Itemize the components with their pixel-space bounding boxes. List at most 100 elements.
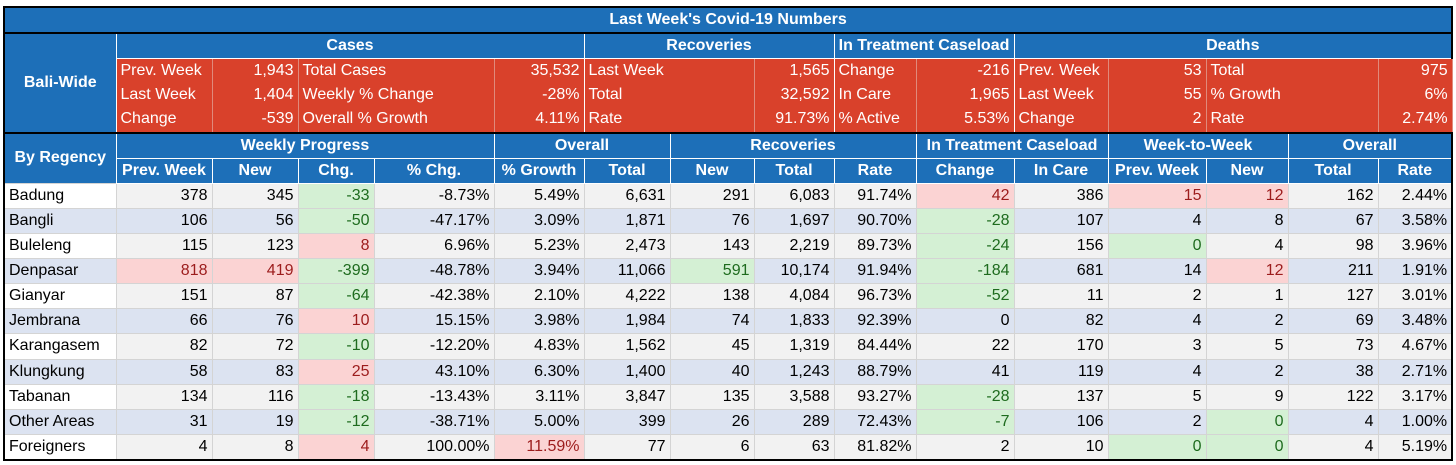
table-cell: 156	[1013, 232, 1109, 260]
table-cell: 1,871	[583, 207, 671, 234]
group-regency-treatment: In Treatment Caseload	[915, 131, 1109, 159]
table-cell: 5.00%	[493, 408, 585, 435]
cases-value-last-week: 1,404	[212, 83, 299, 108]
table-cell: 3,847	[583, 383, 671, 410]
table-cell: 2	[1107, 408, 1207, 435]
table-cell: 56	[211, 207, 299, 234]
table-cell: 1,319	[753, 333, 835, 360]
table-cell: 82	[1013, 308, 1109, 335]
table-cell: 45	[669, 333, 755, 360]
table-cell: 100.00%	[373, 433, 495, 461]
table-cell: 0	[915, 308, 1015, 335]
table-title: Last Week's Covid-19 Numbers	[2, 5, 1454, 35]
regency-name: Foreigners	[3, 433, 117, 461]
col-treatment-change: Change	[915, 157, 1015, 184]
table-cell: 15	[1107, 182, 1207, 209]
table-cell: 2.10%	[493, 283, 585, 310]
treatment-value-change: -216	[916, 58, 1015, 84]
group-deaths: Deaths	[1013, 32, 1454, 60]
col-pct-growth: % Growth	[493, 157, 585, 184]
covid-table: Last Week's Covid-19 Numbers Bali-Wide C…	[2, 5, 1454, 461]
recoveries-label-total: Total	[584, 83, 755, 108]
table-cell: 1,697	[753, 207, 835, 234]
col-treatment-in-care: In Care	[1013, 157, 1109, 184]
table-row: Tabanan 134 116 -18 -13.43% 3.11% 3,847 135 3,58…	[3, 383, 1454, 410]
table-row: Jembrana 66 76 10 15.15% 3.98% 1,984 74 1,833 92.…	[3, 308, 1454, 335]
group-week-to-week: Week-to-Week	[1107, 131, 1289, 159]
treatment-value-active: 5.53%	[916, 107, 1015, 133]
table-cell: 6.96%	[373, 232, 495, 260]
table-cell: 2,473	[583, 232, 671, 260]
table-cell: 4,084	[753, 283, 835, 310]
table-cell: 10	[1013, 433, 1109, 461]
regency-name: Buleleng	[3, 232, 117, 260]
table-cell: 2	[1205, 358, 1289, 385]
table-cell: 72.43%	[833, 408, 917, 435]
table-cell: 69	[1287, 308, 1379, 335]
table-cell: 6	[669, 433, 755, 461]
table-cell: -28	[915, 207, 1015, 234]
table-cell: 134	[115, 383, 213, 410]
treatment-label-in-care: In Care	[834, 83, 917, 108]
table-cell: 1,243	[753, 358, 835, 385]
table-cell: -13.43%	[373, 383, 495, 410]
regency-name: Jembrana	[3, 308, 117, 335]
group-in-treatment: In Treatment Caseload	[833, 32, 1015, 60]
table-cell: 3.17%	[1377, 383, 1454, 410]
table-cell: 1,833	[753, 308, 835, 335]
table-cell: 291	[669, 182, 755, 209]
table-cell: -184	[915, 258, 1015, 285]
table-cell: 3.98%	[493, 308, 585, 335]
table-cell: 84.44%	[833, 333, 917, 360]
table-cell: 90.70%	[833, 207, 917, 234]
table-cell: 119	[1013, 358, 1109, 385]
table-cell: 87	[211, 283, 299, 310]
table-cell: 73	[1287, 333, 1379, 360]
table-cell: 3.09%	[493, 207, 585, 234]
table-cell: 88.79%	[833, 358, 917, 385]
table-cell: 4	[1107, 358, 1207, 385]
deaths-value-change: 2	[1108, 107, 1207, 133]
table-cell: -47.17%	[373, 207, 495, 234]
table-cell: 1.91%	[1377, 258, 1454, 285]
group-overall-deaths: Overall	[1287, 131, 1454, 159]
col-recoveries-total: Total	[753, 157, 835, 184]
table-row: Bangli 106 56 -50 -47.17% 3.09% 1,871 76 1,697 90…	[3, 207, 1454, 234]
col-new: New	[211, 157, 299, 184]
bali-wide-row-2: Last Week 1,404 Weekly % Change -28% Tot…	[4, 83, 1453, 108]
table-cell: 1.00%	[1377, 408, 1454, 435]
deaths-label-growth: % Growth	[1206, 83, 1379, 108]
col-total-cases: Total	[583, 157, 671, 184]
table-cell: 1,400	[583, 358, 671, 385]
cases-label-change: Change	[116, 107, 213, 133]
recoveries-label-rate: Rate	[584, 107, 755, 133]
table-cell: 4	[1287, 433, 1379, 461]
table-cell: -399	[297, 258, 375, 285]
table-cell: 5.23%	[493, 232, 585, 260]
table-cell: 123	[211, 232, 299, 260]
table-cell: 14	[1107, 258, 1207, 285]
recoveries-value-total: 32,592	[754, 83, 835, 108]
table-cell: 3.48%	[1377, 308, 1454, 335]
table-cell: -52	[915, 283, 1015, 310]
by-regency-label: By Regency	[3, 131, 117, 184]
table-cell: 6,083	[753, 182, 835, 209]
bali-wide-row-3: Change -539 Overall % Growth 4.11% Rate …	[4, 107, 1453, 133]
regency-name: Gianyar	[3, 283, 117, 310]
table-cell: 138	[669, 283, 755, 310]
col-deaths-rate: Rate	[1377, 157, 1454, 184]
bali-wide-row-1: Prev. Week 1,943 Total Cases 35,532 Last…	[4, 58, 1453, 84]
table-cell: 151	[115, 283, 213, 310]
table-cell: 378	[115, 182, 213, 209]
table-cell: 1,562	[583, 333, 671, 360]
table-cell: -64	[297, 283, 375, 310]
cases-value-weekly-change: -28%	[494, 83, 585, 108]
recoveries-value-rate: 91.73%	[754, 107, 835, 133]
table-cell: 4	[115, 433, 213, 461]
table-cell: 135	[669, 383, 755, 410]
table-cell: 11,066	[583, 258, 671, 285]
cases-label-prev-week: Prev. Week	[116, 58, 213, 84]
table-cell: 9	[1205, 383, 1289, 410]
col-prev-week: Prev. Week	[115, 157, 213, 184]
table-cell: 2	[915, 433, 1015, 461]
